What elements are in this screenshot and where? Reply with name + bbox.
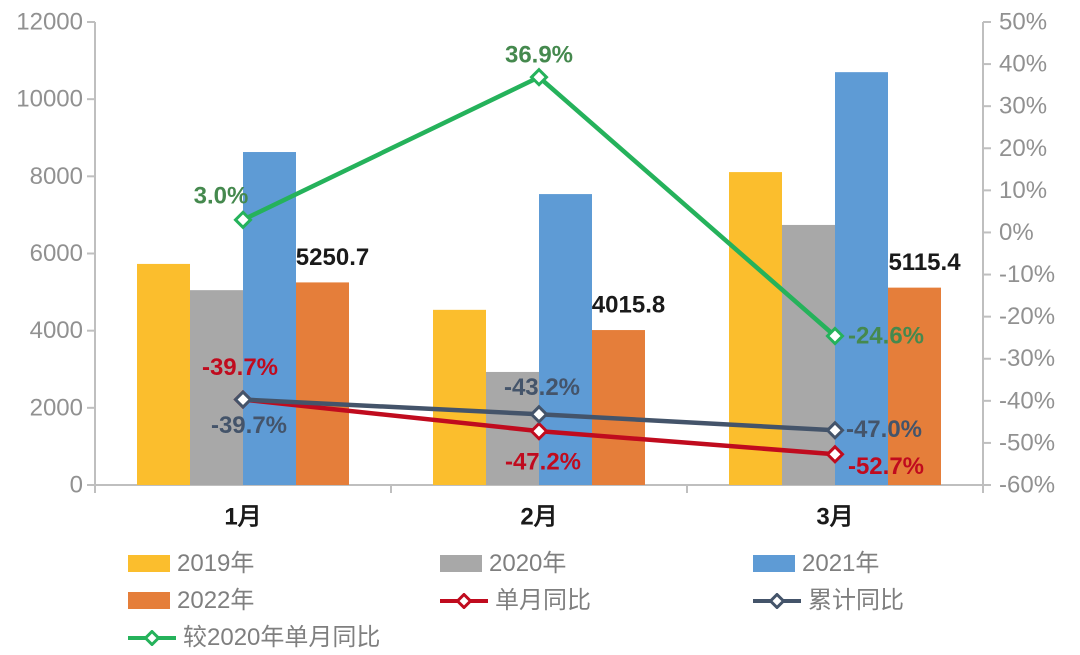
right-axis-tick-label: -40% (999, 387, 1055, 414)
point-value-label: -24.6% (848, 322, 924, 349)
legend-color-swatch (128, 592, 170, 609)
legend-line-swatch (440, 592, 488, 609)
category-label: 3月 (816, 504, 853, 531)
legend-item: 单月同比 (440, 586, 753, 614)
marker-较2020年单月同比-2月 (529, 67, 549, 87)
point-value-label: -39.7% (202, 354, 278, 381)
marker-单月同比-3月 (825, 444, 845, 464)
bar-2019年-2月 (433, 309, 486, 485)
legend-item: 2021年 (753, 549, 904, 577)
right-axis-tick-label: -60% (999, 472, 1055, 499)
legend-label: 2019年 (177, 549, 255, 577)
legend-item: 2020年 (440, 549, 753, 577)
legend-label: 2021年 (802, 549, 880, 577)
bar-2022年-3月 (888, 287, 941, 485)
marker-累计同比-3月 (825, 420, 845, 440)
category-label: 1月 (224, 504, 261, 531)
bar-2021年-2月 (539, 194, 592, 485)
left-axis-tick-label: 4000 (30, 317, 83, 344)
legend-line-swatch (128, 629, 176, 646)
legend-item: 较2020年单月同比 (128, 623, 440, 651)
bar-2022年-2月 (592, 330, 645, 485)
point-value-label: 3.0% (194, 182, 249, 209)
point-value-label: -47.0% (846, 416, 922, 443)
bar-2020年-3月 (782, 224, 835, 485)
point-value-label: 36.9% (505, 42, 573, 69)
right-axis-tick-label: -10% (999, 261, 1055, 288)
bar-value-label: 5115.4 (888, 249, 961, 276)
legend-label: 单月同比 (495, 586, 591, 614)
bar-value-label: 5250.7 (296, 244, 369, 271)
right-axis-tick-label: 10% (999, 177, 1047, 204)
bar-2020年-1月 (190, 290, 243, 485)
marker-累计同比-2月 (529, 404, 549, 424)
bar-2019年-3月 (729, 172, 782, 485)
legend-label: 2020年 (489, 549, 567, 577)
legend-item: 2019年 (128, 549, 440, 577)
left-axis-tick-label: 0 (70, 472, 83, 499)
legend-item: 2022年 (128, 586, 440, 614)
legend-label: 2022年 (177, 586, 255, 614)
right-axis-tick-label: -30% (999, 345, 1055, 372)
legend-color-swatch (753, 555, 795, 572)
chart-legend: 2019年 2020年 2021年 2022年 单月同比 累计同比较2020年单月同比 (128, 545, 904, 655)
legend-color-swatch (440, 555, 482, 572)
right-axis-tick-label: 50% (999, 9, 1047, 36)
right-axis-tick-label: 0% (999, 219, 1034, 246)
left-axis-tick-label: 10000 (16, 86, 83, 113)
right-axis-tick-label: 20% (999, 135, 1047, 162)
point-value-label: -39.7% (211, 412, 287, 439)
marker-单月同比-2月 (529, 421, 549, 441)
left-axis-tick-label: 2000 (30, 394, 83, 421)
bar-value-label: 4015.8 (592, 292, 665, 319)
left-axis-tick-label: 8000 (30, 163, 83, 190)
bar-2019年-1月 (137, 263, 190, 485)
marker-较2020年单月同比-3月 (825, 326, 845, 346)
right-axis-tick-label: 30% (999, 93, 1047, 120)
point-value-label: -52.7% (848, 453, 924, 480)
bar-2021年-3月 (835, 72, 888, 486)
legend-label: 累计同比 (808, 586, 904, 614)
marker-累计同比-1月 (233, 389, 253, 410)
left-axis-tick-label: 6000 (30, 240, 83, 267)
right-axis-tick-label: -50% (999, 429, 1055, 456)
point-value-label: -43.2% (504, 374, 580, 401)
legend-color-swatch (128, 555, 170, 572)
right-axis-tick-label: -20% (999, 303, 1055, 330)
right-axis-tick-label: 40% (999, 51, 1047, 78)
legend-line-swatch (753, 592, 801, 609)
left-axis-tick-label: 12000 (16, 9, 83, 36)
marker-较2020年单月同比-1月 (233, 210, 253, 230)
legend-label: 较2020年单月同比 (183, 623, 381, 651)
legend-item: 累计同比 (753, 586, 904, 614)
point-value-label: -47.2% (505, 449, 581, 476)
category-label: 2月 (520, 504, 557, 531)
bar-2022年-1月 (296, 282, 349, 485)
